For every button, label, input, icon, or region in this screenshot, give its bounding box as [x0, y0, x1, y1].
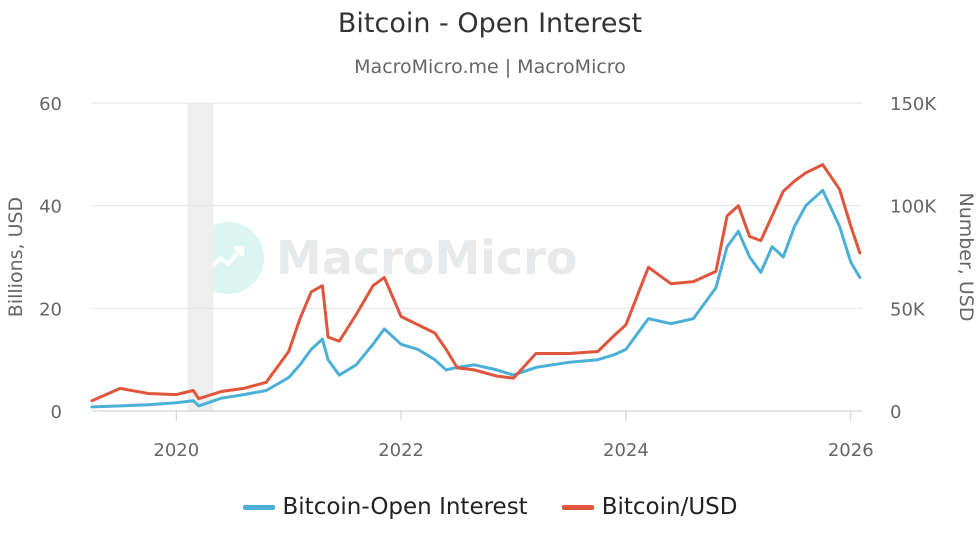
y-left-tick-label: 0: [51, 402, 62, 423]
x-tick-label: 2024: [603, 440, 649, 461]
legend-item-btc-usd[interactable]: Bitcoin/USD: [561, 494, 738, 520]
legend-item-open-interest[interactable]: Bitcoin-Open Interest: [242, 494, 528, 520]
series-line-btc-usd: [90, 163, 862, 403]
y-right-tick-label: 100K: [890, 197, 937, 218]
y-right-tick-label: 0: [890, 402, 901, 423]
y-right-tick-label: 150K: [890, 94, 937, 115]
legend-label-btc-usd: Bitcoin/USD: [601, 494, 738, 520]
legend-swatch-open-interest: [242, 504, 275, 510]
shaded-period: [187, 103, 214, 411]
series-line-open-interest: [90, 188, 862, 409]
y-left-tick-label: 20: [39, 299, 62, 320]
x-tick-label: 2020: [153, 440, 199, 461]
x-tick-label: 2026: [828, 440, 874, 461]
legend: Bitcoin-Open Interest Bitcoin/USD: [0, 494, 980, 520]
legend-label-open-interest: Bitcoin-Open Interest: [282, 494, 528, 520]
y-left-axis-label: Billions, USD: [5, 197, 27, 317]
watermark-text: MacroMicro: [276, 231, 578, 285]
x-tick-label: 2022: [378, 440, 424, 461]
legend-swatch-btc-usd: [561, 504, 594, 510]
y-right-axis-label: Number, USD: [955, 192, 977, 321]
y-right-tick-label: 50K: [890, 299, 926, 320]
y-left-tick-label: 40: [39, 197, 62, 218]
y-left-tick-label: 60: [39, 94, 62, 115]
chart-subtitle: MacroMicro.me | MacroMicro: [354, 56, 626, 78]
chart-title: Bitcoin - Open Interest: [337, 8, 643, 39]
